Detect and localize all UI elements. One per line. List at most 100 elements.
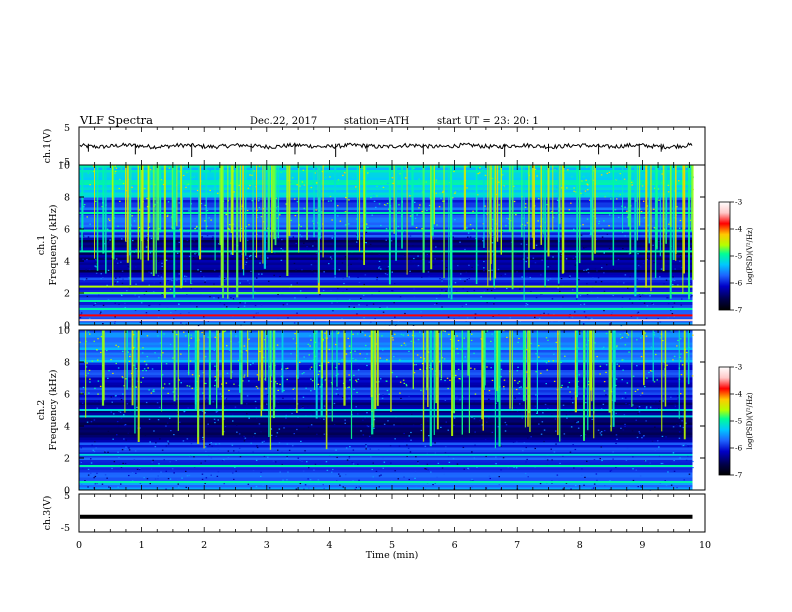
spectrogram-speckle [623,282,625,284]
spectrogram-speckle [388,393,390,395]
spectrogram-speckle [546,204,548,206]
spectrogram-speckle [530,436,532,438]
spectrogram-speckle [415,364,417,366]
spectrogram-speckle [434,258,436,260]
spectrogram-speckle [427,271,430,273]
spectrogram-speckle [254,291,256,293]
spectrogram-speckle [249,364,252,366]
spectrogram-speckle [657,401,659,404]
spectrogram-speckle [541,259,543,261]
spectrogram-speckle [626,210,628,212]
spectrogram-sferic [208,330,211,405]
spectrogram-speckle [560,193,562,195]
spectrogram-sferic [440,330,443,379]
spectrogram-speckle [296,184,298,186]
spectrogram-row [79,355,693,358]
spectrogram-speckle [656,379,658,381]
spectrogram-speckle [158,406,161,408]
spectrogram-row [79,222,693,226]
spectrogram-speckle [337,332,339,335]
spectrogram-speckle [580,192,582,194]
spectrogram-speckle [640,485,642,487]
spectrogram-speckle [158,187,160,189]
spectrogram-row [79,332,693,336]
spectrogram-speckle [480,296,482,298]
spectrogram-speckle [368,323,371,325]
spectrogram-speckle [636,365,638,367]
spectrogram-row [79,315,693,318]
spectrogram-speckle [344,224,347,226]
spectrogram-speckle [492,235,494,238]
spectrogram-speckle [366,425,369,427]
spectrogram-speckle [651,302,653,305]
spectrogram-speckle [551,321,553,323]
spectrogram-speckle [449,237,451,239]
spectrogram-speckle [611,312,613,314]
spectrogram-row [79,445,693,448]
spectrogram-speckle [114,172,116,174]
spectrogram-speckle [255,459,258,461]
spectrogram-speckle [643,193,646,195]
spectrogram-speckle [303,207,305,209]
ch1-colorbar-ticks: -3-4-5-6-7 [730,198,743,315]
spectrogram-speckle [417,339,420,341]
spectrogram-speckle [555,430,557,432]
spectrogram-speckle [616,198,618,200]
spectrogram-row [79,200,693,203]
spectrogram-speckle [626,337,628,339]
spectrogram-speckle [467,236,469,238]
spectrogram-speckle [503,386,505,388]
spectrogram-speckle [286,378,288,381]
spectrogram-speckle [289,181,292,184]
spectrogram-speckle [87,331,90,333]
spectrogram-speckle [178,303,180,305]
spectrogram-speckle [317,479,320,481]
spectrogram-speckle [382,467,384,469]
spectrogram-speckle [662,400,664,402]
spectrogram-speckle [517,341,519,343]
spectrogram-speckle [277,401,279,403]
spectrogram-sferic [634,165,637,297]
spectrogram-speckle [257,200,260,202]
spectrogram-speckle [392,400,395,402]
spectrogram-speckle [173,318,175,320]
spectrogram-row [79,335,693,338]
spectrogram-speckle [386,306,388,308]
spectrogram-speckle [691,243,693,245]
spectrogram-speckle [417,255,419,257]
spectrogram-speckle [645,317,648,320]
spectrogram-speckle [530,342,532,344]
spectrogram-sferic [643,330,645,386]
spectrogram-band [79,212,693,214]
time-tick-label: 10 [699,540,711,551]
spectrogram-speckle [106,284,108,286]
spectrogram-speckle [374,318,376,320]
spectrogram-speckle [398,445,401,447]
spectrogram-speckle [657,440,659,442]
spectrogram-speckle [667,303,670,305]
spectrogram-speckle [615,442,617,445]
spectrogram-speckle [337,179,340,181]
spectrogram-speckle [462,177,465,179]
spectrogram-speckle [600,174,603,176]
spectrogram-band [79,285,693,288]
spectrogram-speckle [247,187,250,189]
spectrogram-speckle [680,338,682,340]
spectrogram-speckle [181,477,183,479]
spectrogram-speckle [181,440,183,442]
spectrogram-speckle [283,427,285,429]
spectrogram-speckle [287,471,289,473]
spectrogram-sferic [261,330,264,410]
spectrogram-row [79,167,693,171]
spectrogram-speckle [449,379,451,381]
spectrogram-speckle [175,459,177,461]
spectrogram-speckle [488,270,490,272]
spectrogram-speckle [482,240,484,242]
spectrogram-speckle [207,193,210,195]
spectrogram-speckle [624,206,626,208]
spectrogram-speckle [420,267,423,269]
spectrogram-speckle [310,339,312,341]
spectrogram-speckle [202,392,204,394]
spectrogram-speckle [214,385,216,387]
ch3-ylabel: ch.3(V) [42,496,53,531]
